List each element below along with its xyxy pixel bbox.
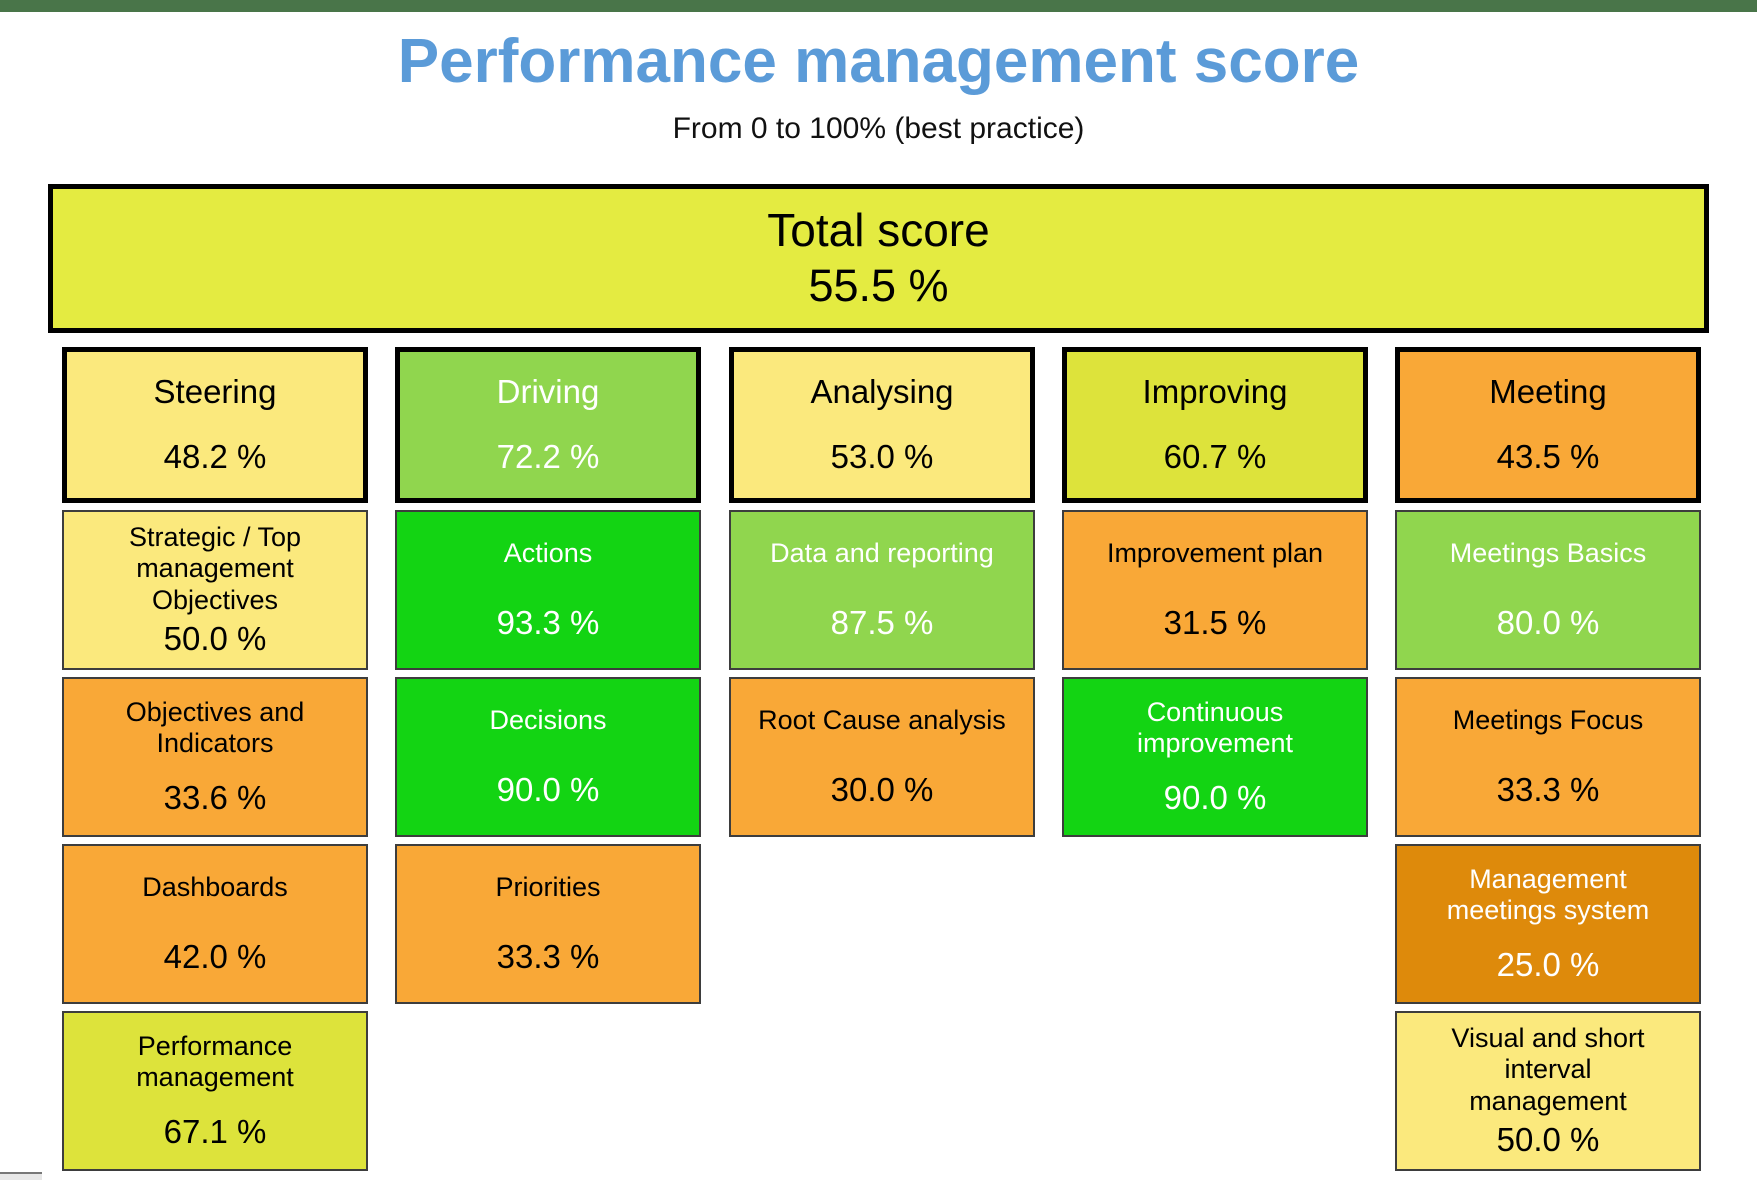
subcategory-box-objectives-and-indicators-label: Objectives and Indicators	[125, 696, 305, 759]
top-accent-bar	[0, 0, 1757, 12]
subcategory-box-performance-management: Performance management 67.1 %	[62, 1011, 368, 1171]
category-box-steering: Steering 48.2 %	[62, 347, 368, 503]
subcategory-box-strategic-top-management-objectives-label: Strategic / Top management Objectives	[128, 521, 302, 616]
subcategory-box-dashboards: Dashboards 42.0 %	[62, 844, 368, 1004]
subcategory-box-visual-and-short-interval-management-label: Visual and short interval management	[1451, 1022, 1645, 1117]
category-box-driving: Driving 72.2 %	[395, 347, 701, 503]
column-meeting: Meeting 43.5 % Meetings Basics 80.0 % Meetin…	[1395, 347, 1701, 1171]
subcategory-box-performance-management-value: 67.1 %	[163, 1113, 267, 1151]
category-box-analysing-value: 53.0 %	[830, 438, 934, 476]
subcategory-box-actions-value: 93.3 %	[496, 604, 600, 642]
total-score-value: 55.5 %	[808, 259, 949, 311]
category-box-steering-label: Steering	[153, 372, 277, 410]
subcategory-box-meetings-focus-value: 33.3 %	[1496, 771, 1600, 809]
subcategory-box-meetings-basics-value: 80.0 %	[1496, 604, 1600, 642]
category-box-analysing: Analysing 53.0 %	[729, 347, 1035, 503]
category-box-improving-label: Improving	[1142, 372, 1288, 410]
column-analysing: Analysing 53.0 % Data and reporting 87.5 % R…	[729, 347, 1035, 837]
subcategory-box-management-meetings-system-label: Management meetings system	[1446, 863, 1650, 926]
total-score-box: Total score 55.5 %	[48, 184, 1709, 333]
subcategory-box-meetings-basics-label: Meetings Basics	[1449, 537, 1647, 568]
category-box-driving-label: Driving	[496, 372, 600, 410]
subcategory-box-dashboards-value: 42.0 %	[163, 938, 267, 976]
subcategory-box-objectives-and-indicators: Objectives and Indicators 33.6 %	[62, 677, 368, 837]
subcategory-box-performance-management-label: Performance management	[136, 1030, 294, 1093]
subcategory-box-priorities-label: Priorities	[495, 871, 601, 902]
subcategory-box-priorities-value: 33.3 %	[496, 938, 600, 976]
category-box-improving-value: 60.7 %	[1163, 438, 1267, 476]
category-box-analysing-label: Analysing	[810, 372, 954, 410]
subcategory-box-root-cause-analysis: Root Cause analysis 30.0 %	[729, 677, 1035, 837]
subcategory-box-improvement-plan-value: 31.5 %	[1163, 604, 1267, 642]
column-steering: Steering 48.2 % Strategic / Top management…	[62, 347, 368, 1171]
subcategory-box-root-cause-analysis-value: 30.0 %	[830, 771, 934, 809]
subcategory-box-improvement-plan: Improvement plan 31.5 %	[1062, 510, 1368, 670]
subcategory-box-data-and-reporting-label: Data and reporting	[770, 537, 994, 568]
subcategory-box-root-cause-analysis-label: Root Cause analysis	[758, 704, 1006, 735]
subcategory-box-improvement-plan-label: Improvement plan	[1106, 537, 1324, 568]
category-box-meeting-label: Meeting	[1489, 372, 1607, 410]
subcategory-box-strategic-top-management-objectives: Strategic / Top management Objectives 50.…	[62, 510, 368, 670]
subcategory-box-priorities: Priorities 33.3 %	[395, 844, 701, 1004]
subcategory-box-continuous-improvement-value: 90.0 %	[1163, 779, 1267, 817]
subcategory-box-data-and-reporting-value: 87.5 %	[830, 604, 934, 642]
column-driving: Driving 72.2 % Actions 93.3 % Decisions 90.0 …	[395, 347, 701, 1004]
page-subtitle: From 0 to 100% (best practice)	[672, 112, 1085, 145]
category-box-driving-value: 72.2 %	[496, 438, 600, 476]
total-score-label: Total score	[767, 203, 990, 256]
category-box-meeting: Meeting 43.5 %	[1395, 347, 1701, 503]
subcategory-box-visual-and-short-interval-management: Visual and short interval management 50.0…	[1395, 1011, 1701, 1171]
category-box-improving: Improving 60.7 %	[1062, 347, 1368, 503]
subcategory-box-objectives-and-indicators-value: 33.6 %	[163, 779, 267, 817]
subcategory-box-actions: Actions 93.3 %	[395, 510, 701, 670]
column-improving: Improving 60.7 % Improvement plan 31.5 % Con…	[1062, 347, 1368, 837]
bottom-left-fragment	[0, 1172, 42, 1180]
subcategory-box-management-meetings-system: Management meetings system 25.0 %	[1395, 844, 1701, 1004]
subcategory-box-meetings-focus: Meetings Focus 33.3 %	[1395, 677, 1701, 837]
subcategory-box-data-and-reporting: Data and reporting 87.5 %	[729, 510, 1035, 670]
subcategory-box-decisions-label: Decisions	[489, 704, 607, 735]
subcategory-box-strategic-top-management-objectives-value: 50.0 %	[163, 620, 267, 658]
subcategory-box-continuous-improvement: Continuous improvement 90.0 %	[1062, 677, 1368, 837]
subcategory-box-actions-label: Actions	[503, 537, 593, 568]
subcategory-box-decisions-value: 90.0 %	[496, 771, 600, 809]
page-title: Performance management score	[397, 27, 1360, 96]
subcategory-box-dashboards-label: Dashboards	[142, 871, 288, 902]
subcategory-box-decisions: Decisions 90.0 %	[395, 677, 701, 837]
subcategory-box-meetings-basics: Meetings Basics 80.0 %	[1395, 510, 1701, 670]
category-box-steering-value: 48.2 %	[163, 438, 267, 476]
subcategory-box-management-meetings-system-value: 25.0 %	[1496, 946, 1600, 984]
category-box-meeting-value: 43.5 %	[1496, 438, 1600, 476]
subcategory-box-meetings-focus-label: Meetings Focus	[1452, 704, 1644, 735]
subcategory-box-continuous-improvement-label: Continuous improvement	[1136, 696, 1294, 759]
subcategory-box-visual-and-short-interval-management-value: 50.0 %	[1496, 1121, 1600, 1159]
